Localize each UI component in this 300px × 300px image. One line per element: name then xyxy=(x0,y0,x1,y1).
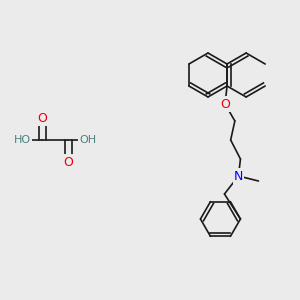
Text: O: O xyxy=(220,98,230,110)
Text: O: O xyxy=(37,112,47,124)
Text: OH: OH xyxy=(80,135,97,145)
Text: HO: HO xyxy=(14,135,31,145)
Text: N: N xyxy=(234,169,243,182)
Text: O: O xyxy=(63,155,73,169)
